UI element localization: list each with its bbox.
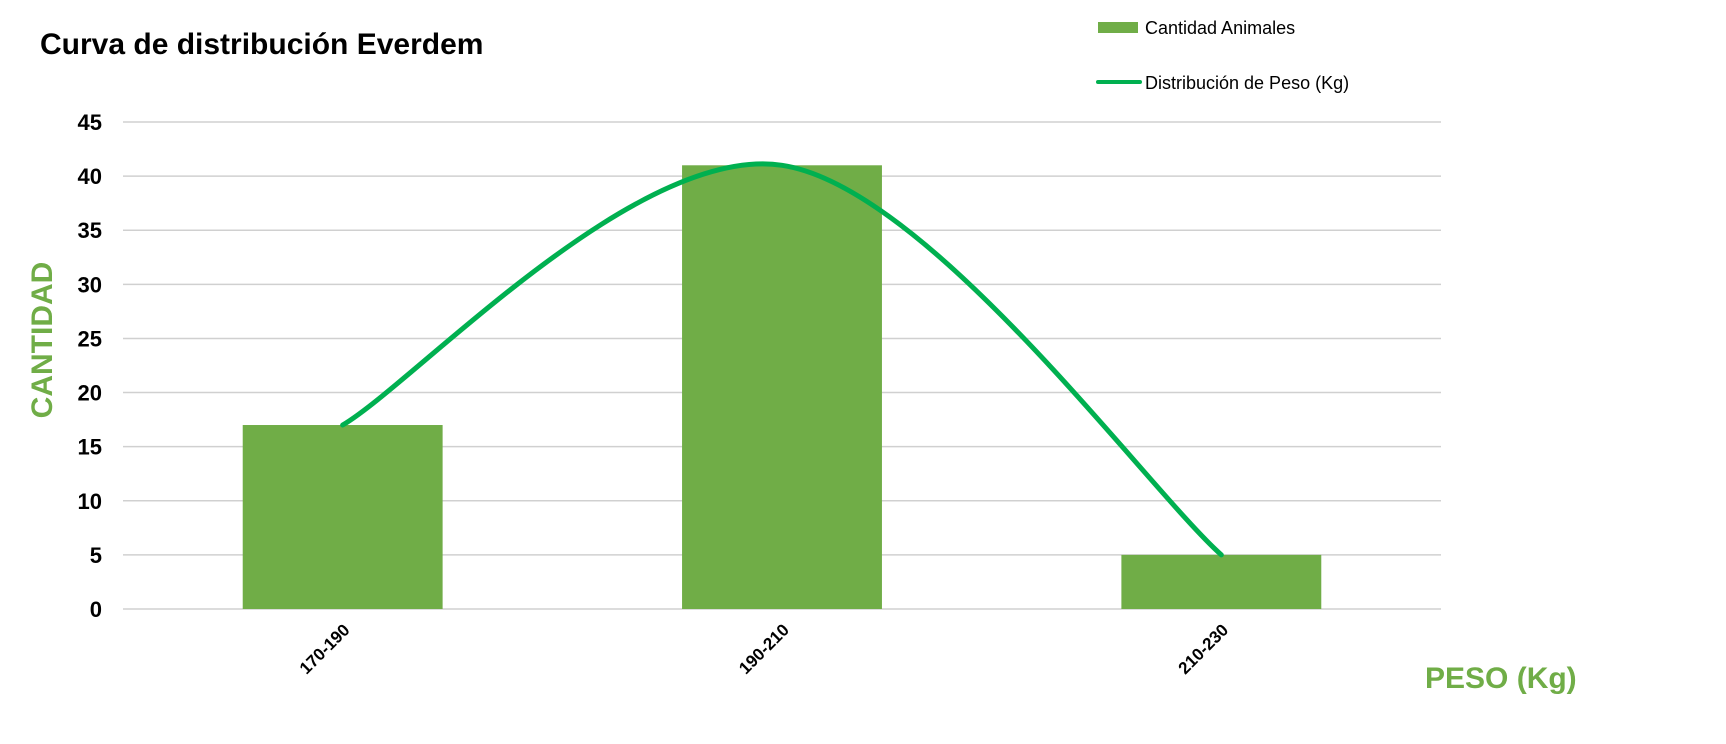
y-tick-label: 35 xyxy=(78,218,102,243)
x-tick-labels: 170-190 190-210 210-230 xyxy=(296,620,1232,678)
bar xyxy=(1121,554,1322,609)
y-tick-labels: 0 5 10 15 20 25 30 35 40 45 xyxy=(78,110,102,622)
legend: Cantidad Animales Distribución de Peso (… xyxy=(1096,18,1349,93)
bar xyxy=(242,425,443,609)
x-tick-label: 190-210 xyxy=(735,620,793,678)
legend-label-bar: Cantidad Animales xyxy=(1145,18,1295,38)
y-tick-label: 30 xyxy=(78,272,102,297)
y-tick-label: 0 xyxy=(90,597,102,622)
y-tick-label: 25 xyxy=(78,326,102,351)
legend-label-line: Distribución de Peso (Kg) xyxy=(1145,73,1349,93)
x-tick-label: 210-230 xyxy=(1175,620,1233,678)
y-axis-label: CANTIDAD xyxy=(26,262,59,419)
x-tick-label: 170-190 xyxy=(296,620,354,678)
y-tick-label: 45 xyxy=(78,110,102,135)
y-tick-label: 5 xyxy=(90,543,102,568)
legend-swatch-bar xyxy=(1098,22,1138,33)
y-tick-label: 40 xyxy=(78,164,102,189)
y-tick-label: 10 xyxy=(78,489,102,514)
line-series xyxy=(340,161,1224,558)
bar-series xyxy=(242,165,1322,610)
distribution-curve xyxy=(340,161,1224,558)
chart-title: Curva de distribución Everdem xyxy=(40,28,483,61)
x-axis-label: PESO (Kg) xyxy=(1425,662,1577,695)
y-tick-label: 15 xyxy=(78,435,102,460)
bar xyxy=(682,165,882,610)
y-tick-label: 20 xyxy=(78,381,102,406)
